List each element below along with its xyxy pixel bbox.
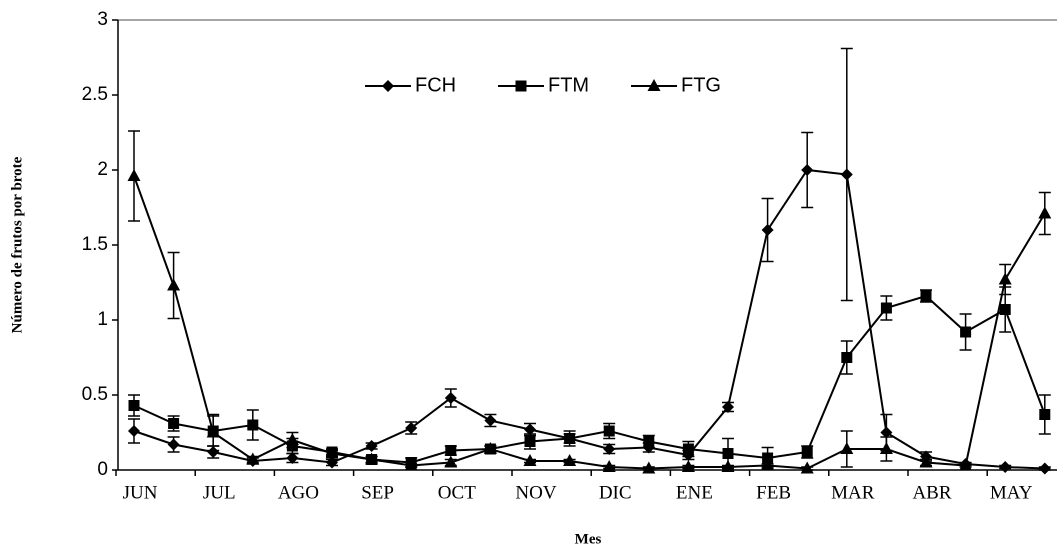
marker <box>682 443 694 455</box>
x-tick-label: NOV <box>515 482 556 503</box>
x-tick-label: JUN <box>123 482 158 503</box>
y-tick-label: 1.5 <box>82 234 108 255</box>
x-tick-label: SEP <box>361 482 394 503</box>
marker <box>167 438 180 451</box>
marker <box>761 458 775 471</box>
marker <box>999 461 1012 473</box>
marker <box>246 452 260 465</box>
x-tick-label: DIC <box>599 482 632 503</box>
marker <box>959 458 973 471</box>
marker <box>484 414 497 427</box>
marker <box>642 461 656 474</box>
marker <box>602 460 616 472</box>
marker <box>721 460 735 472</box>
x-tick-label: FEB <box>756 482 791 503</box>
marker <box>524 436 536 447</box>
y-tick-label: 3 <box>97 9 108 30</box>
marker <box>801 446 813 458</box>
marker <box>919 455 933 468</box>
series-line <box>133 294 1046 464</box>
marker <box>515 80 527 92</box>
series-line <box>133 168 1045 470</box>
marker <box>998 272 1012 285</box>
marker <box>920 290 932 302</box>
marker <box>365 440 378 452</box>
x-tick-label: JUL <box>203 482 236 503</box>
y-tick-label: 0 <box>97 459 108 480</box>
marker <box>564 433 576 444</box>
marker <box>445 445 457 456</box>
y-tick-label: 1 <box>97 309 108 330</box>
marker <box>603 425 615 437</box>
marker <box>801 164 814 176</box>
y-tick-label: 2.5 <box>82 84 108 105</box>
x-tick-label: ABR <box>912 482 951 503</box>
marker <box>168 418 180 429</box>
x-axis-title: Mes <box>575 531 602 547</box>
marker <box>722 401 734 413</box>
legend-label: FCH <box>415 74 456 96</box>
marker <box>325 446 339 459</box>
marker <box>326 456 338 469</box>
x-tick-label: OCT <box>438 482 476 503</box>
marker <box>563 454 577 466</box>
marker <box>524 423 536 436</box>
marker <box>483 442 497 454</box>
y-axis-title: Número de frutos por brote <box>9 156 25 333</box>
marker <box>286 452 299 464</box>
marker <box>1039 409 1051 420</box>
marker <box>840 442 854 454</box>
marker <box>405 422 418 434</box>
x-tick-label: AGO <box>278 482 319 503</box>
series-line <box>133 175 1046 470</box>
marker <box>880 426 893 439</box>
marker <box>603 443 616 455</box>
marker <box>999 304 1011 315</box>
legend-label: FTM <box>548 74 589 96</box>
marker <box>128 400 140 411</box>
marker <box>722 448 734 459</box>
marker <box>879 442 893 454</box>
marker <box>841 352 853 363</box>
marker <box>880 302 892 314</box>
marker <box>207 446 220 458</box>
marker <box>128 425 140 437</box>
marker <box>404 458 418 471</box>
x-tick-label: MAR <box>831 482 875 503</box>
marker <box>1038 462 1051 475</box>
y-tick-label: 2 <box>97 159 108 180</box>
marker <box>167 278 181 291</box>
marker <box>285 433 299 445</box>
marker <box>382 80 394 92</box>
marker <box>761 224 774 236</box>
marker <box>206 425 220 438</box>
marker <box>960 326 972 338</box>
marker <box>365 452 379 465</box>
marker <box>127 169 141 181</box>
legend-label: FTG <box>681 74 721 96</box>
marker <box>762 452 774 464</box>
marker <box>681 460 695 472</box>
marker <box>1038 206 1052 219</box>
marker <box>643 436 655 447</box>
marker <box>840 168 853 181</box>
x-tick-label: MAY <box>990 482 1033 503</box>
marker <box>647 79 661 91</box>
marker <box>523 454 537 466</box>
marker <box>444 392 457 404</box>
marker <box>800 461 814 474</box>
marker <box>444 455 458 468</box>
x-tick-label: ENE <box>676 482 713 503</box>
y-tick-label: 0.5 <box>82 384 108 405</box>
marker <box>247 419 259 431</box>
